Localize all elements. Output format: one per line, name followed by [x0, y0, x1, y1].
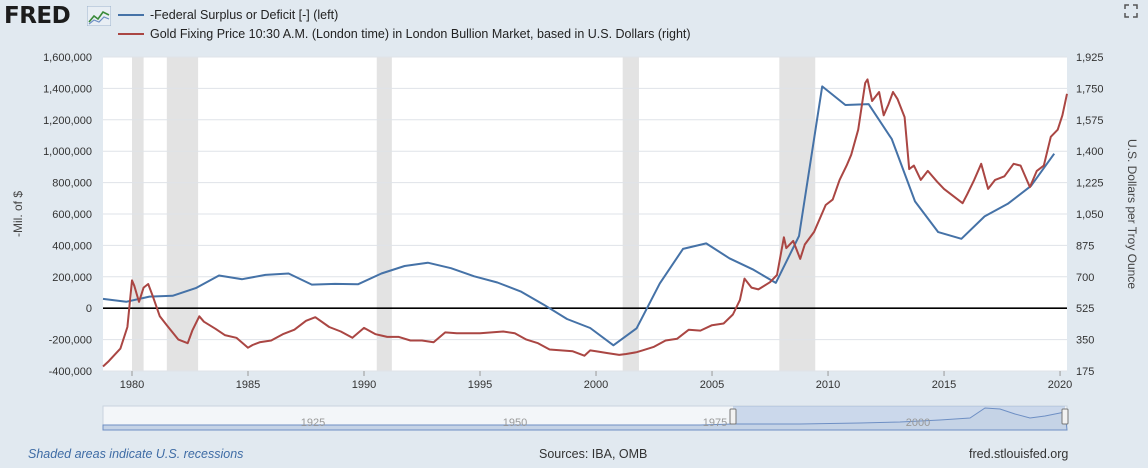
series-line-gold[interactable] — [102, 78, 1068, 368]
legend-label-deficit: -Federal Surplus or Deficit [-] (left) — [150, 7, 339, 22]
chart-area: 1,600,000 1,925 1,400,000 1,750 1,200,000 1,5… — [11, 52, 1139, 431]
y-right-tick-label: 1,050 — [1076, 209, 1104, 221]
legend-swatch-deficit — [118, 13, 144, 16]
y-right-tick-label: 1,925 — [1076, 52, 1104, 64]
navigator-handle-left[interactable] — [729, 408, 737, 425]
y-left-tick-label: 1,200,000 — [43, 115, 92, 127]
fred-chart-icon — [87, 6, 111, 26]
x-tick-label: 2010 — [816, 379, 840, 391]
navigator-tick-label: 1950 — [503, 417, 527, 429]
y-left-tick-label: -200,000 — [49, 335, 92, 347]
sources-text: Sources: IBA, OMB — [539, 447, 648, 461]
x-tick-label: 2005 — [700, 379, 724, 391]
y-left-tick-label: 1,000,000 — [43, 146, 92, 158]
y-right-axis-label: U.S. Dollars per Troy Ounce — [1125, 139, 1139, 289]
legend-swatch-gold — [118, 32, 144, 35]
legend-label-gold: Gold Fixing Price 10:30 A.M. (London tim… — [150, 26, 691, 41]
navigator-tick-label: 2000 — [906, 417, 930, 429]
y-left-tick-label: 600,000 — [52, 209, 92, 221]
y-right-tick-label: 1,225 — [1076, 178, 1104, 190]
y-left-tick-label: 0 — [86, 303, 92, 315]
y-right-tick-label: 875 — [1076, 240, 1094, 252]
y-right-tick-label: 1,575 — [1076, 115, 1104, 127]
y-left-tick-label: 1,600,000 — [43, 52, 92, 64]
x-tick-label: 2020 — [1048, 379, 1072, 391]
fred-logo[interactable]: FRED — [4, 3, 71, 29]
y-left-tick-label: 800,000 — [52, 178, 92, 190]
x-tick-label: 1990 — [352, 379, 376, 391]
site-link[interactable]: fred.stlouisfed.org — [969, 447, 1069, 461]
y-right-tick-label: 1,750 — [1076, 83, 1104, 95]
navigator-handle-right[interactable] — [1061, 408, 1069, 425]
x-tick-label: 2015 — [932, 379, 956, 391]
x-tick-label: 1985 — [236, 379, 260, 391]
y-right-tick-label: 1,400 — [1076, 146, 1104, 158]
y-left-axis-label: -Mil. of $ — [11, 191, 25, 237]
navigator-tick-label: 1975 — [703, 417, 727, 429]
legend-item-deficit[interactable]: -Federal Surplus or Deficit [-] (left) — [118, 5, 691, 24]
chart-header: FRED -Federal Surplus or Deficit [-] (le… — [0, 0, 1148, 44]
recession-note[interactable]: Shaded areas indicate U.S. recessions — [28, 447, 244, 461]
x-tick-label: 2000 — [584, 379, 608, 391]
y-left-tick-label: 400,000 — [52, 240, 92, 252]
y-left-tick-label: -400,000 — [49, 366, 92, 378]
navigator-tick-label: 1925 — [301, 417, 325, 429]
x-tick-label: 1995 — [468, 379, 492, 391]
series-line-deficit[interactable] — [102, 85, 1056, 347]
fullscreen-icon[interactable] — [1124, 4, 1138, 18]
legend-item-gold[interactable]: Gold Fixing Price 10:30 A.M. (London tim… — [118, 24, 691, 43]
y-right-tick-label: 350 — [1076, 335, 1094, 347]
x-tick-label: 1980 — [120, 379, 144, 391]
y-right-tick-label: 525 — [1076, 303, 1094, 315]
y-right-tick-label: 175 — [1076, 366, 1094, 378]
y-left-tick-label: 200,000 — [52, 272, 92, 284]
y-left-tick-label: 1,400,000 — [43, 83, 92, 95]
legend: -Federal Surplus or Deficit [-] (left) G… — [118, 5, 691, 43]
y-right-tick-label: 700 — [1076, 272, 1094, 284]
